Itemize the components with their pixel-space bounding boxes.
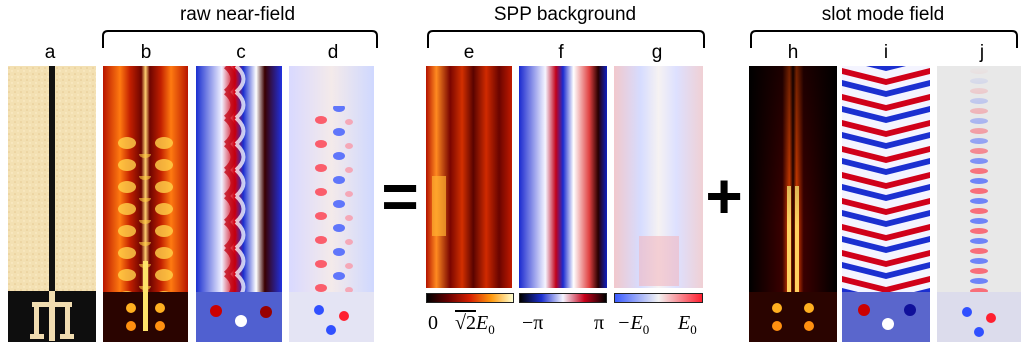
field-max-symbol: E [678, 312, 691, 334]
amplitude-max-label: √2E0 [455, 312, 495, 338]
colorbar-amplitude [426, 293, 514, 303]
brace-slot [750, 30, 1018, 48]
panel-label-j: j [979, 42, 985, 63]
panel-f-spp-phase [519, 66, 607, 288]
panel-label-c: c [236, 42, 246, 63]
panel-label-h: h [787, 42, 799, 63]
amplitude-max-prefix: √2 [455, 312, 476, 334]
panel-j-slot-field [937, 66, 1021, 342]
panel-i-slot-phase [842, 66, 930, 342]
panel-a-sample-image [8, 66, 96, 342]
panel-h-slot-amplitude [749, 66, 837, 342]
panel-label-e: e [463, 42, 475, 63]
colorbar-phase [519, 293, 607, 303]
field-max-sub: 0 [690, 322, 697, 337]
panel-c-raw-phase [196, 66, 282, 342]
field-min-label: −E0 [617, 312, 649, 338]
panel-b-raw-amplitude [103, 66, 188, 342]
field-min-sub: 0 [642, 322, 650, 337]
brace-spp [427, 30, 705, 48]
panel-e-spp-amplitude [426, 66, 512, 288]
field-min-symbol: −E [617, 312, 643, 334]
group-title-spp-background: SPP background [493, 4, 637, 25]
panel-label-f: f [558, 42, 564, 63]
phase-min-label: −π [522, 312, 544, 334]
field-max-label: E0 [678, 312, 697, 338]
panel-label-g: g [651, 42, 663, 63]
group-title-slot-mode-field: slot mode field [821, 4, 945, 25]
panel-label-b: b [140, 42, 152, 63]
panel-label-d: d [327, 42, 339, 63]
panel-g-spp-field [614, 66, 703, 288]
phase-max-label: π [594, 312, 605, 334]
colorbar-field [614, 293, 703, 303]
amplitude-max-sub: 0 [488, 322, 495, 337]
panel-label-a: a [44, 42, 56, 63]
brace-raw [102, 30, 378, 48]
panel-label-i: i [883, 42, 889, 63]
plus-sign: + [705, 160, 743, 232]
panel-d-raw-field [289, 66, 374, 342]
group-title-raw-near-field: raw near-field [179, 4, 296, 25]
amplitude-min-label: 0 [428, 312, 438, 334]
amplitude-max-symbol: E [475, 312, 489, 334]
equals-sign: = [381, 160, 419, 232]
